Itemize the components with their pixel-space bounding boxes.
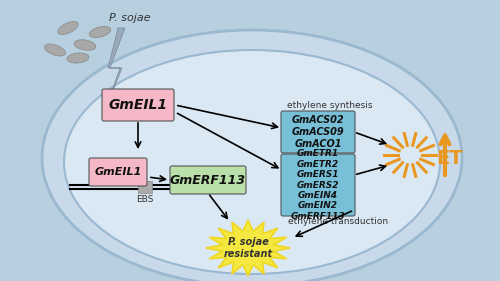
Text: GmERF113: GmERF113 bbox=[170, 173, 246, 187]
Text: GmEIL1: GmEIL1 bbox=[108, 98, 168, 112]
Ellipse shape bbox=[90, 26, 110, 38]
Text: P. sojae: P. sojae bbox=[109, 13, 151, 23]
Ellipse shape bbox=[44, 44, 66, 56]
Text: ethylene synthesis: ethylene synthesis bbox=[287, 101, 373, 110]
FancyBboxPatch shape bbox=[138, 181, 152, 193]
Polygon shape bbox=[206, 220, 290, 276]
Ellipse shape bbox=[64, 50, 440, 274]
Ellipse shape bbox=[74, 40, 96, 50]
FancyBboxPatch shape bbox=[89, 158, 147, 186]
Text: GmEIL1: GmEIL1 bbox=[94, 167, 142, 177]
Ellipse shape bbox=[67, 53, 89, 63]
Text: GmACS02
GmACS09
GmACO1: GmACS02 GmACS09 GmACO1 bbox=[292, 115, 344, 149]
Text: ET: ET bbox=[436, 148, 464, 167]
FancyBboxPatch shape bbox=[281, 154, 355, 216]
FancyBboxPatch shape bbox=[170, 166, 246, 194]
FancyBboxPatch shape bbox=[102, 89, 174, 121]
Text: EBS: EBS bbox=[136, 194, 154, 203]
FancyBboxPatch shape bbox=[281, 111, 355, 153]
Polygon shape bbox=[106, 28, 125, 108]
Text: P. sojae
resistant: P. sojae resistant bbox=[224, 237, 272, 259]
Ellipse shape bbox=[42, 30, 462, 281]
Ellipse shape bbox=[58, 22, 78, 35]
Text: ethylene transduction: ethylene transduction bbox=[288, 217, 388, 226]
Text: GmETR1
GmETR2
GmERS1
GmERS2
GmEIN4
GmEIN2
GmERF113: GmETR1 GmETR2 GmERS1 GmERS2 GmEIN4 GmEIN… bbox=[290, 149, 346, 221]
